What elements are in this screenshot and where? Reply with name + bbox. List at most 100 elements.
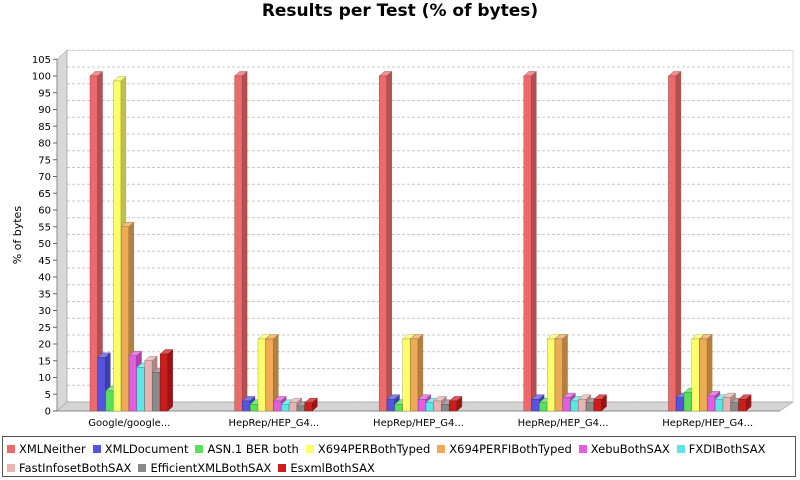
legend-item: X694PERFIBothTyped: [437, 441, 572, 456]
bar: [234, 75, 243, 412]
legend-label: XebuBothSAX: [590, 441, 670, 456]
x-tick-label: HepRep/HEP_G4...: [518, 418, 609, 429]
bar: [441, 404, 450, 412]
legend-item: XebuBothSAX: [578, 441, 670, 456]
bar: [425, 402, 434, 412]
bar: [113, 80, 122, 412]
y-tick-label: 15: [38, 356, 51, 367]
y-tick-label: 90: [38, 105, 51, 116]
legend-item: FastInfosetBothSAX: [7, 461, 131, 475]
legend-label: FXDIBothSAX: [688, 441, 766, 456]
y-tick-label: 45: [38, 256, 51, 267]
legend-row: FastInfosetBothSAX EfficientXMLBothSAX Esx…: [7, 458, 791, 477]
legend-item: EfficientXMLBothSAX: [138, 461, 271, 475]
bar-side: [386, 71, 392, 412]
y-tick-label: 65: [38, 189, 51, 200]
bar: [296, 405, 305, 412]
bar-side: [167, 349, 173, 412]
legend-swatch: [437, 444, 446, 453]
bar-side: [531, 71, 537, 412]
legend-swatch: [305, 444, 314, 453]
bar: [668, 75, 677, 412]
bar: [105, 390, 114, 412]
bar: [257, 338, 266, 412]
bar: [89, 75, 98, 412]
bar: [539, 402, 548, 412]
bar: [152, 372, 161, 412]
bar-side: [675, 71, 682, 412]
legend-swatch: [195, 444, 204, 453]
legend-label: XMLNeither: [19, 441, 86, 456]
bar: [273, 400, 282, 412]
bar: [242, 400, 251, 412]
bar: [304, 402, 313, 412]
bar: [433, 400, 442, 412]
legend-item: FXDIBothSAX: [676, 441, 766, 456]
bar: [570, 400, 579, 412]
y-tick-label: 20: [38, 340, 51, 351]
bar: [394, 404, 403, 412]
bar: [699, 338, 708, 412]
y-tick-label: 50: [38, 239, 51, 250]
legend-swatch: [138, 463, 147, 472]
legend-swatch: [92, 444, 101, 453]
legend-swatch: [676, 444, 685, 453]
y-tick-label: 105: [32, 55, 51, 66]
x-tick-label: Google/google...: [88, 418, 170, 429]
y-tick-label: 5: [45, 390, 51, 401]
legend-swatch: [278, 463, 287, 472]
y-tick-label: 30: [38, 306, 51, 317]
y-tick-label: 100: [32, 72, 51, 83]
legend-item: XMLDocument: [92, 442, 188, 456]
bar: [738, 399, 747, 412]
legend-item: ASN.1 BER both: [195, 442, 299, 456]
legend-swatch: [578, 444, 587, 453]
y-tick-label: 85: [38, 122, 51, 133]
plot-area: 0 5 10 15 20 25 30 35 40 45 50 55 60 65 70 75 80 85 90 95 10…: [11, 49, 794, 429]
legend-label: EfficientXMLBothSAX: [150, 460, 272, 475]
bar: [249, 404, 258, 412]
y-tick-label: 35: [38, 289, 51, 300]
legend-item: X694PERBothTyped: [305, 441, 431, 456]
bar: [418, 399, 426, 412]
legend-label: X694PERFIBothTyped: [449, 441, 572, 456]
plot-back-wall: [66, 50, 794, 403]
bar: [379, 75, 387, 412]
bar: [730, 402, 739, 412]
bar: [159, 353, 168, 412]
bar: [402, 338, 411, 412]
bar: [562, 397, 571, 412]
bar: [281, 404, 290, 412]
bar: [97, 357, 106, 412]
bar: [128, 355, 137, 412]
bar: [386, 399, 395, 412]
bar: [554, 338, 563, 412]
bar: [531, 399, 540, 412]
y-tick-label: 80: [38, 139, 51, 150]
legend-swatch: [7, 463, 15, 472]
bar: [676, 397, 684, 412]
chart-title: Results per Test (% of bytes): [261, 1, 539, 21]
y-tick-label: 70: [38, 172, 51, 183]
legend-label: FastInfosetBothSAX: [19, 460, 132, 475]
y-tick-label: 60: [38, 206, 51, 217]
legend-item: EsxmlBothSAX: [278, 461, 375, 475]
bar: [578, 399, 587, 412]
legend-item: XMLNeither: [7, 442, 86, 456]
bar: [683, 392, 692, 412]
y-tick-label: 55: [38, 222, 51, 233]
bar: [449, 400, 458, 412]
legend-swatch: [7, 444, 15, 453]
y-tick-label: 95: [38, 88, 51, 99]
bar: [265, 338, 274, 412]
legend-label: X694PERBothTyped: [317, 441, 431, 456]
x-tick-label: HepRep/HEP_G4...: [228, 418, 319, 429]
bar: [136, 367, 145, 412]
x-tick-label: HepRep/HEP_G4...: [373, 418, 464, 429]
bar: [289, 402, 297, 412]
bar: [523, 75, 532, 412]
bar-side: [241, 71, 248, 412]
x-tick-label: HepRep/HEP_G4...: [662, 418, 753, 429]
legend: XMLNeither XMLDocument ASN.1 BER both X694P…: [2, 436, 796, 477]
